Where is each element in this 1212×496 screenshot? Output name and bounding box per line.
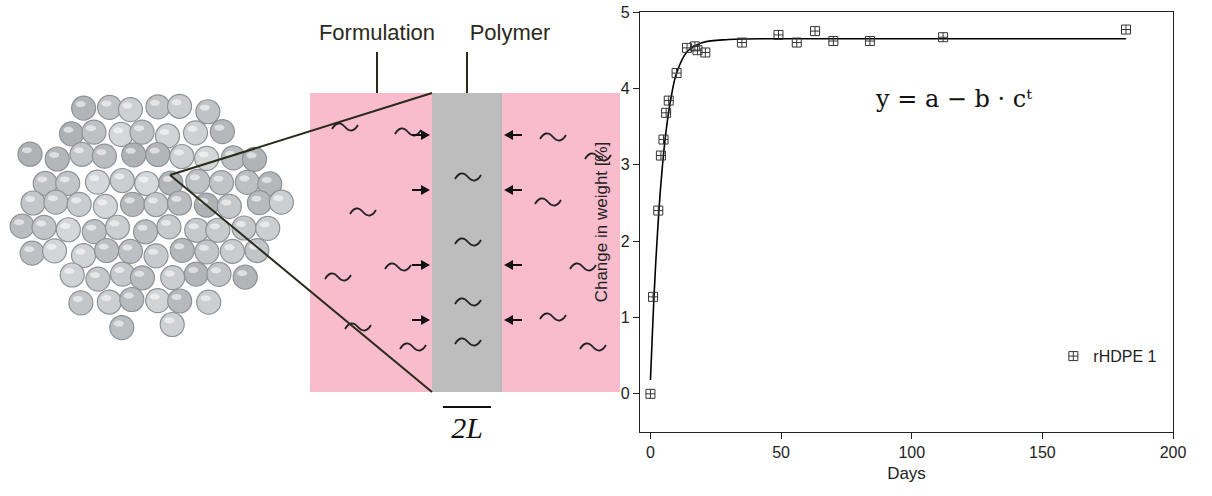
svg-text:150: 150 [1029,444,1056,461]
svg-text:Days: Days [887,464,926,483]
svg-text:100: 100 [898,444,925,461]
svg-text:1: 1 [621,309,630,326]
svg-text:Formulation: Formulation [319,20,435,45]
svg-text:Change in weight [%]: Change in weight [%] [592,142,611,303]
svg-text:3: 3 [621,156,630,173]
svg-text:0: 0 [646,444,655,461]
svg-text:Polymer: Polymer [470,20,551,45]
svg-text:4: 4 [621,80,630,97]
svg-text:200: 200 [1160,444,1187,461]
svg-text:rHDPE 1: rHDPE 1 [1093,348,1156,365]
svg-text:2L: 2L [451,411,483,444]
svg-text:5: 5 [621,4,630,21]
svg-text:y = a − b · cᵗ: y = a − b · cᵗ [875,85,1032,113]
svg-text:0: 0 [621,385,630,402]
svg-text:2: 2 [621,233,630,250]
svg-text:50: 50 [772,444,790,461]
